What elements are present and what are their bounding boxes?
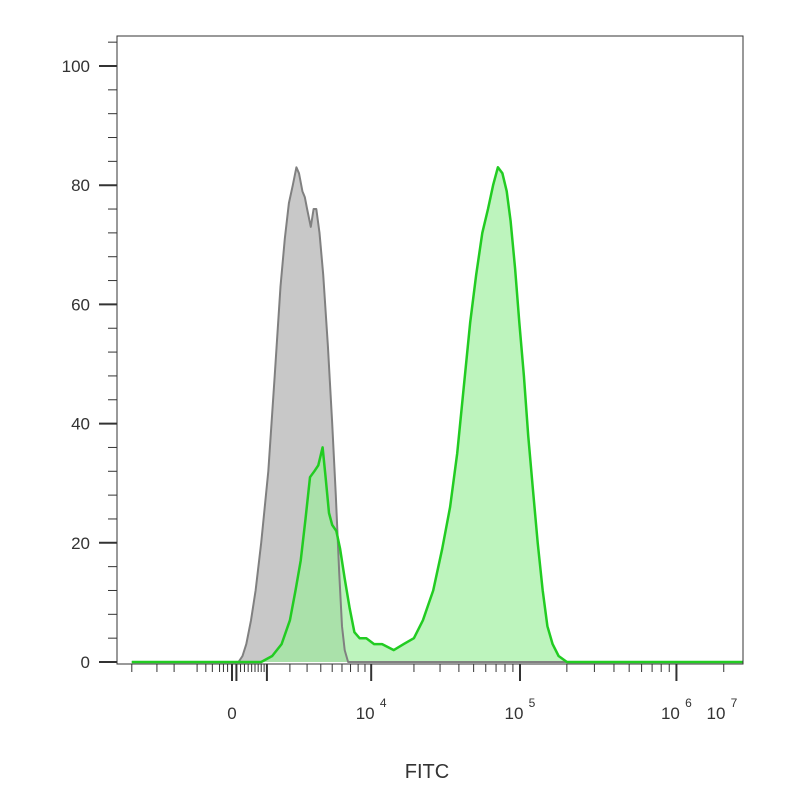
- y-tick-label: 20: [71, 534, 90, 553]
- x-axis-title: FITC: [405, 761, 449, 783]
- y-tick-label: 100: [62, 57, 90, 76]
- y-tick-label: 80: [71, 176, 90, 195]
- series-fill-0: [131, 167, 744, 663]
- x-tick-exponent: 7: [731, 696, 738, 710]
- x-tick-exponent: 5: [529, 696, 536, 710]
- x-tick-label: 0: [227, 704, 236, 723]
- series-fill-1: [131, 167, 744, 663]
- x-tick-exponent: 4: [380, 696, 387, 710]
- histogram-lines: [131, 166, 743, 664]
- series-line-1: [131, 166, 743, 664]
- y-tick-label: 60: [71, 295, 90, 314]
- x-axis: 0 10 4 10 5 10 6 10 7: [131, 664, 738, 723]
- x-tick-label: 10: [356, 704, 375, 723]
- y-axis: 0 20 40 60 80 100: [62, 41, 117, 672]
- y-tick-label: 40: [71, 415, 90, 434]
- x-tick-label: 10: [505, 704, 524, 723]
- x-tick-label: 10: [707, 704, 726, 723]
- histogram-fills: [131, 167, 744, 663]
- plot-frame: [116, 35, 744, 665]
- x-tick-label: 10: [661, 704, 680, 723]
- x-tick-exponent: 6: [685, 696, 692, 710]
- series-line-0: [131, 166, 743, 663]
- y-tick-label: 0: [81, 653, 90, 672]
